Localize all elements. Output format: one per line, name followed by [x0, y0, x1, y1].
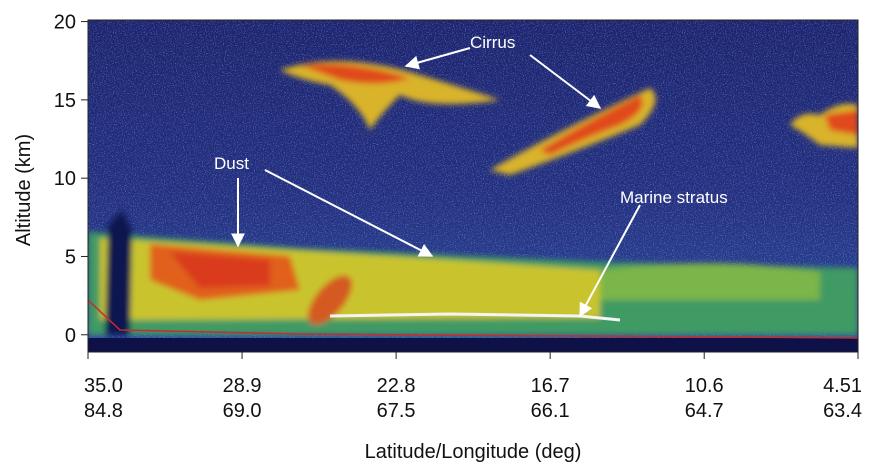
x-tick-label-longitude: 63.4: [823, 400, 862, 422]
annotation: Cirrus: [470, 33, 515, 52]
x-tick-label: 22.8: [377, 375, 416, 397]
annotation: Marine stratus: [620, 188, 728, 207]
x-tick-label-longitude: 67.5: [377, 400, 416, 422]
x-tick-label: 16.7: [531, 375, 570, 397]
curtain-image: [88, 20, 858, 352]
x-tick-label: 28.9: [223, 375, 262, 397]
y-tick-label: 5: [65, 246, 76, 268]
x-tick-label-longitude: 69.0: [223, 400, 262, 422]
x-tick-label: 4.51: [823, 375, 862, 397]
x-axis-label: Latitude/Longitude (deg): [365, 441, 582, 463]
annotation: Dust: [214, 154, 249, 173]
y-tick-label: 10: [54, 168, 76, 190]
x-tick-label: 35.0: [84, 375, 123, 397]
y-tick-label: 0: [65, 325, 76, 347]
y-axis-label: Altitude (km): [13, 134, 35, 246]
y-tick-label: 20: [54, 12, 76, 34]
x-tick-label: 10.6: [685, 375, 724, 397]
x-tick-label-longitude: 84.8: [84, 400, 123, 422]
y-tick-label: 15: [54, 90, 76, 112]
arrows: [231, 47, 641, 318]
x-tick-label-longitude: 66.1: [531, 400, 570, 422]
plot-frame: [87, 19, 859, 353]
x-tick-label-longitude: 64.7: [685, 400, 724, 422]
